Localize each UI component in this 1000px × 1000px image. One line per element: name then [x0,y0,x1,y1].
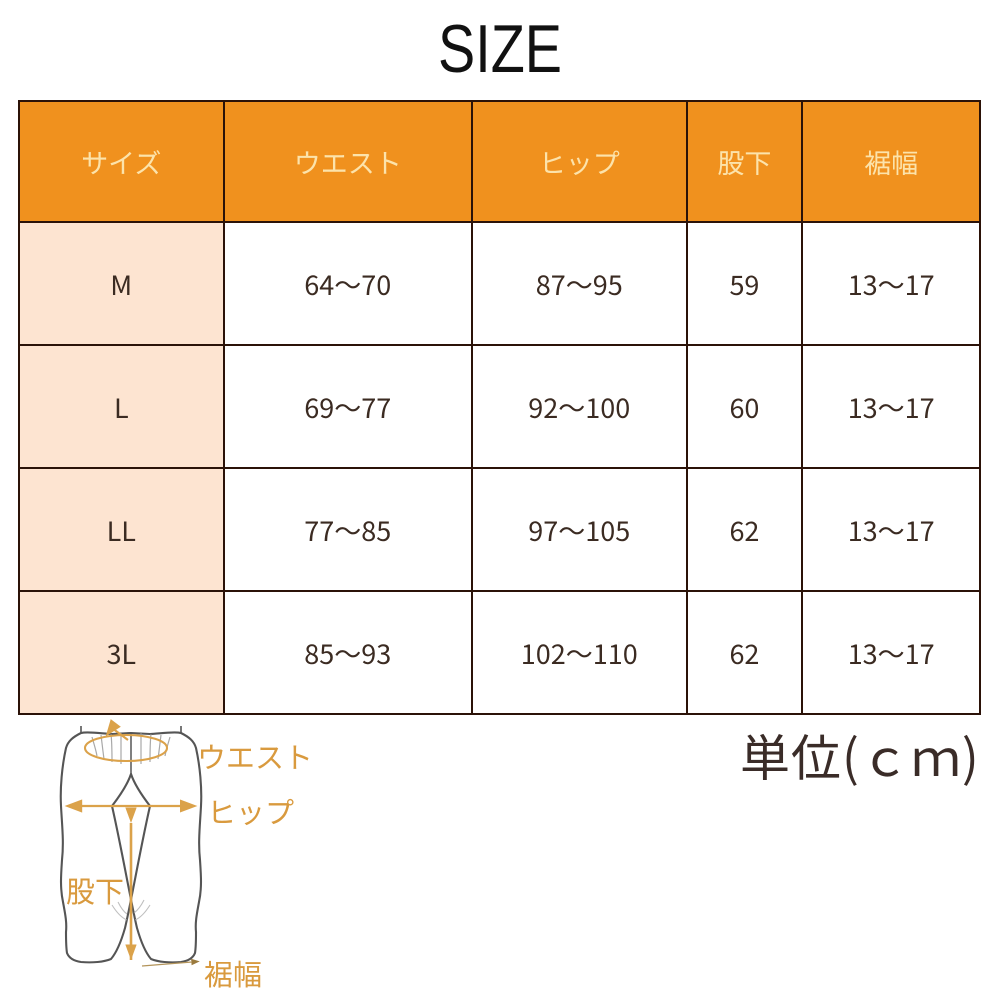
svg-text:ヒップ: ヒップ [207,790,294,832]
svg-text:股下: 股下 [66,869,124,911]
svg-text:裾幅: 裾幅 [204,952,262,994]
svg-text:ウエスト: ウエスト [197,735,313,777]
